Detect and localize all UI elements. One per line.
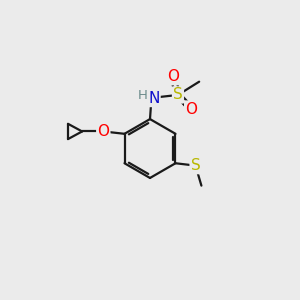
Text: H: H (138, 89, 148, 102)
Text: O: O (185, 102, 197, 117)
Text: O: O (97, 124, 109, 139)
Text: S: S (190, 158, 200, 173)
Text: N: N (148, 91, 160, 106)
Text: O: O (167, 69, 179, 84)
Text: S: S (173, 87, 183, 102)
